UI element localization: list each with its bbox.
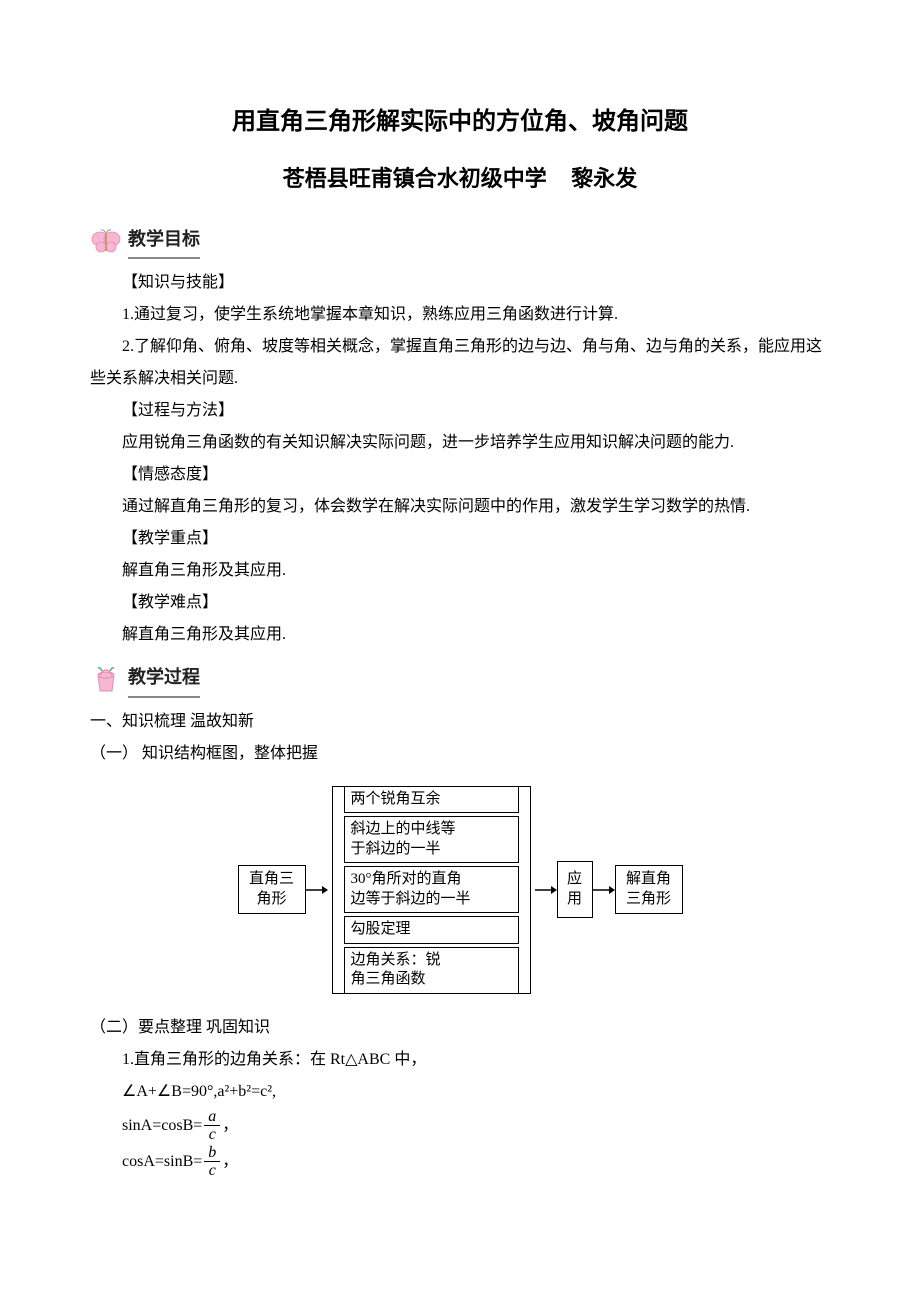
bracket-left	[332, 786, 344, 994]
arrow-icon	[535, 883, 557, 897]
point-1-relation: ∠A+∠B=90°,a²+b²=c²,	[90, 1076, 830, 1108]
document-title: 用直角三角形解实际中的方位角、坡角问题	[90, 100, 830, 143]
butterfly-icon	[90, 227, 122, 255]
bucket-icon	[90, 665, 122, 693]
flow-mid-item: 边角关系：锐 角三角函数	[344, 947, 519, 994]
flow-mid-item: 勾股定理	[344, 916, 519, 944]
fraction: a c	[204, 1108, 220, 1144]
part1-sub1: （一） 知识结构框图，整体把握	[90, 738, 830, 770]
knowledge-flowchart: 直角三 角形 两个锐角互余 斜边上的中线等 于斜边的一半 30°角所对的直角 边…	[90, 786, 830, 994]
pm-item-1: 应用锐角三角函数的有关知识解决实际问题，进一步培养学生应用知识解决问题的能力.	[90, 427, 830, 459]
comma: ，	[222, 1108, 238, 1143]
formula-lhs: cosA=sinB=	[122, 1144, 202, 1179]
key-item-1: 解直角三角形及其应用.	[90, 555, 830, 587]
flow-mid-column: 两个锐角互余 斜边上的中线等 于斜边的一半 30°角所对的直角 边等于斜边的一半…	[344, 786, 519, 994]
subtitle-school: 苍梧县旺甫镇合水初级中学	[283, 166, 547, 191]
flow-mid-item: 两个锐角互余	[344, 786, 519, 814]
ks-item-2: 2.了解仰角、俯角、坡度等相关概念，掌握直角三角形的边与边、角与角、边与角的关系…	[90, 331, 830, 395]
flow-mid-item: 30°角所对的直角 边等于斜边的一半	[344, 866, 519, 913]
process-method-heading: 【过程与方法】	[90, 395, 830, 427]
fraction-denominator: c	[205, 1162, 220, 1180]
em-item-1: 通过解直角三角形的复习，体会数学在解决实际问题中的作用，激发学生学习数学的热情.	[90, 491, 830, 523]
point-1: 1.直角三角形的边角关系：在 Rt△ABC 中，	[90, 1044, 830, 1076]
formula-cosa: cosA=sinB= b c ，	[122, 1144, 830, 1180]
formula-lhs: sinA=cosB=	[122, 1108, 202, 1143]
flow-right-box: 解直角 三角形	[615, 865, 683, 914]
process-label: 教学过程	[128, 661, 200, 697]
key-heading: 【教学重点】	[90, 523, 830, 555]
difficult-heading: 【教学难点】	[90, 587, 830, 619]
arrow-icon	[593, 883, 615, 897]
fraction-numerator: a	[204, 1108, 220, 1127]
fraction-numerator: b	[204, 1144, 220, 1163]
objectives-header: 教学目标	[90, 223, 830, 259]
subtitle-author: 黎永发	[571, 166, 637, 191]
part1-heading: 一、知识梳理 温故知新	[90, 706, 830, 738]
document-subtitle: 苍梧县旺甫镇合水初级中学 黎永发	[90, 159, 830, 199]
knowledge-skills-heading: 【知识与技能】	[90, 267, 830, 299]
process-header: 教学过程	[90, 661, 830, 697]
comma: ，	[222, 1144, 238, 1179]
part1-sub2: （二）要点整理 巩固知识	[90, 1012, 830, 1044]
flow-left-box: 直角三 角形	[238, 865, 306, 914]
ks-item-1: 1.通过复习，使学生系统地掌握本章知识，熟练应用三角函数进行计算.	[90, 299, 830, 331]
flow-app-box: 应 用	[557, 861, 593, 918]
bracket-right	[519, 786, 531, 994]
flow-mid-item: 斜边上的中线等 于斜边的一半	[344, 816, 519, 863]
difficult-item-1: 解直角三角形及其应用.	[90, 619, 830, 651]
emotion-heading: 【情感态度】	[90, 459, 830, 491]
fraction-denominator: c	[205, 1126, 220, 1144]
formula-sina: sinA=cosB= a c ，	[122, 1108, 830, 1144]
fraction: b c	[204, 1144, 220, 1180]
objectives-label: 教学目标	[128, 223, 200, 259]
arrow-icon	[306, 883, 328, 897]
